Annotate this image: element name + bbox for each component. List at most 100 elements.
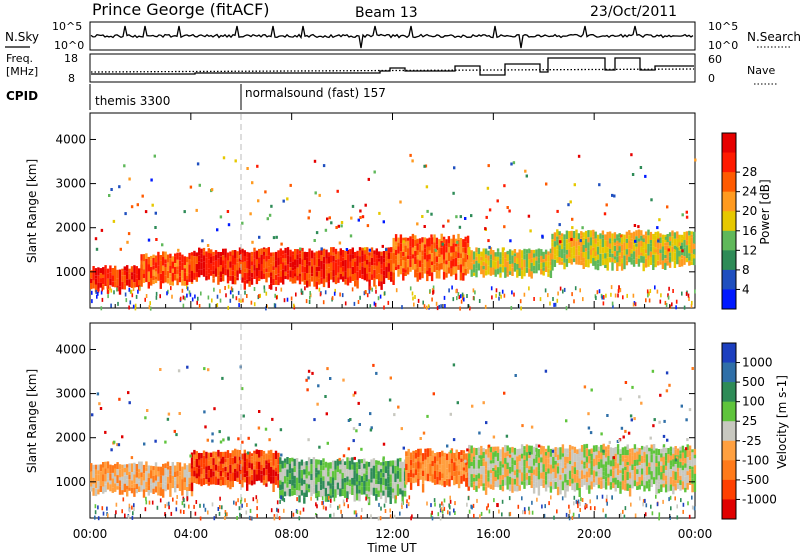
echo-cell: [556, 454, 560, 461]
echo-cell: [511, 478, 514, 486]
echo-cell: [288, 489, 292, 497]
echo-cell: [547, 293, 549, 298]
echo-cell: [406, 237, 410, 241]
echo-cell: [513, 249, 517, 254]
echo-cell: [571, 515, 574, 520]
echo-cell: [525, 260, 529, 268]
echo-cell: [289, 277, 292, 282]
echo-cell: [669, 446, 673, 452]
echo-cell: [648, 291, 650, 296]
echo-cell: [553, 302, 555, 307]
echo-cell: [614, 293, 617, 298]
echo-cell: [318, 271, 321, 279]
echo-cell: [342, 454, 346, 458]
echo-cell: [480, 479, 483, 487]
echo-cell: [688, 235, 691, 245]
power-colorbar-label: Power [dB]: [758, 179, 772, 244]
echo-cell: [578, 488, 581, 497]
echo-cell: [102, 267, 105, 275]
echo-cell: [688, 408, 692, 412]
echo-cell: [265, 306, 267, 311]
echo-cell: [583, 457, 586, 462]
echo-cell: [580, 235, 583, 239]
echo-cell: [114, 281, 117, 288]
echo-cell: [339, 469, 342, 474]
echo-cell: [255, 469, 258, 475]
echo-cell: [392, 259, 395, 264]
echo-cell: [565, 419, 568, 423]
echo-cell: [607, 477, 610, 486]
echo-cell: [189, 292, 192, 297]
echo-cell: [130, 279, 134, 288]
echo-cell: [344, 259, 347, 265]
echo-cell: [640, 235, 643, 241]
echo-cell: [486, 506, 488, 511]
echo-cell: [195, 252, 198, 257]
echo-cell: [681, 473, 685, 482]
echo-cell: [592, 470, 596, 479]
echo-cell: [268, 438, 271, 442]
echo-cell: [380, 255, 383, 265]
echo-cell: [106, 278, 110, 286]
echo-cell: [331, 485, 335, 495]
echo-cell: [419, 468, 422, 476]
echo-cell: [590, 453, 593, 461]
echo-cell: [687, 293, 690, 298]
echo-cell: [396, 458, 400, 467]
echo-cell: [554, 464, 557, 471]
echo-cell: [224, 286, 226, 290]
echo-cell: [470, 474, 473, 483]
echo-cell: [224, 248, 227, 258]
colorbar-tick-label: 12: [742, 243, 757, 257]
echo-cell: [662, 434, 666, 438]
echo-cell: [403, 490, 407, 497]
echo-cell: [121, 268, 124, 272]
echo-cell: [277, 258, 280, 266]
echo-cell: [322, 500, 324, 505]
echo-cell: [638, 476, 641, 485]
echo-cell: [652, 254, 655, 264]
echo-cell: [219, 440, 223, 444]
echo-cell: [133, 503, 135, 508]
echo-cell: [327, 252, 330, 257]
echo-cell: [604, 461, 608, 468]
echo-cell: [291, 472, 294, 480]
echo-cell: [367, 479, 371, 487]
nsky-tick-bottom: 10^0: [54, 39, 84, 52]
echo-cell: [379, 472, 383, 478]
echo-cell: [594, 238, 597, 244]
echo-cell: [389, 486, 392, 496]
echo-cell: [409, 477, 413, 483]
echo-cell: [355, 493, 359, 501]
echo-cell: [343, 461, 347, 465]
echo-cell: [281, 475, 284, 482]
echo-cell: [601, 234, 605, 239]
echo-cell: [585, 482, 589, 490]
y-tick-label: 1000: [55, 475, 86, 489]
echo-cell: [692, 236, 696, 240]
echo-cell: [565, 254, 569, 259]
echo-cell: [329, 503, 332, 508]
echo-cell: [310, 464, 313, 469]
echo-cell: [565, 512, 568, 517]
echo-cell: [633, 452, 637, 461]
echo-cell: [193, 460, 196, 467]
echo-cell: [97, 470, 100, 475]
echo-cell: [540, 249, 543, 256]
echo-cell: [306, 273, 309, 281]
echo-cell: [620, 263, 624, 271]
echo-cell: [152, 475, 155, 483]
echo-cell: [644, 512, 647, 517]
echo-cell: [516, 462, 519, 470]
echo-cell: [523, 507, 526, 512]
echo-cell: [295, 458, 299, 463]
echo-cell: [318, 250, 321, 259]
y-tick-label: 3000: [55, 387, 86, 401]
echo-cell: [544, 288, 547, 293]
echo-cell: [353, 493, 356, 502]
echo-cell: [121, 435, 124, 439]
echo-cell: [649, 243, 653, 247]
echo-cell: [414, 458, 418, 463]
beam-title: Beam 13: [355, 5, 418, 21]
echo-cell: [431, 461, 434, 467]
